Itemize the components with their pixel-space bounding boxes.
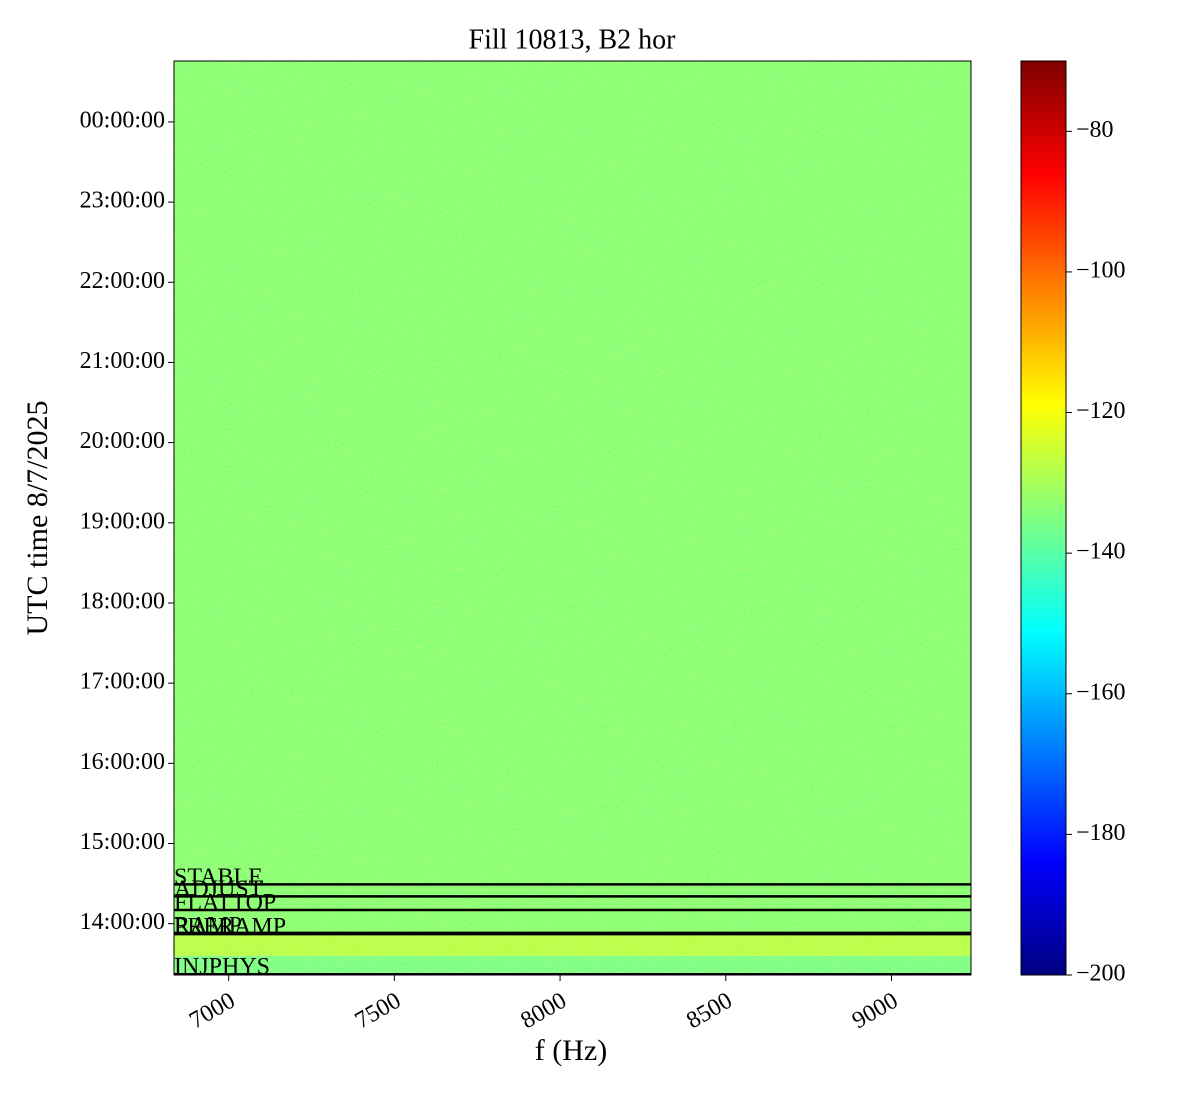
event-label: STABLE [174,864,263,890]
y-tick-label: 17:00:00 [80,669,165,695]
colorbar [1020,60,1067,976]
y-tick-label: 22:00:00 [80,268,165,294]
y-tick-label: 21:00:00 [80,348,165,374]
y-tick-label: 14:00:00 [80,909,165,935]
colorbar-tick-label: −120 [1076,398,1126,424]
colorbar-tick-label: −80 [1076,117,1114,143]
colorbar-tick-label: −200 [1076,961,1126,987]
event-label: PRERAMP [174,914,286,940]
x-axis-label: f (Hz) [535,1034,607,1067]
y-tick-label: 23:00:00 [80,188,165,214]
y-tick-label: 20:00:00 [80,428,165,454]
y-tick-label: 18:00:00 [80,588,165,614]
event-label: ADJUST [174,876,264,902]
noise-texture [174,61,971,975]
event-label: INJPHYS [174,954,270,980]
x-tick-label: 7000 [185,988,240,1035]
colorbar-tick-label: −160 [1076,679,1126,705]
y-tick-label: 00:00:00 [80,107,165,133]
y-tick-label: 16:00:00 [80,749,165,775]
plot-frame [173,60,972,976]
colorbar-tick-label: −180 [1076,820,1126,846]
y-axis-label: UTC time 8/7/2025 [21,401,54,636]
x-tick-label: 9000 [848,988,903,1035]
y-tick-label: 19:00:00 [80,508,165,534]
colorbar-tick-label: −140 [1076,539,1126,565]
x-tick-label: 8000 [517,988,572,1035]
chart-title: Fill 10813, B2 hor [469,24,677,55]
colorbar-tick-label: −100 [1076,257,1126,283]
x-tick-label: 7500 [351,988,406,1035]
event-label: FLATTOP [174,890,276,916]
y-tick-label: 15:00:00 [80,829,165,855]
x-tick-label: 8500 [682,988,737,1035]
